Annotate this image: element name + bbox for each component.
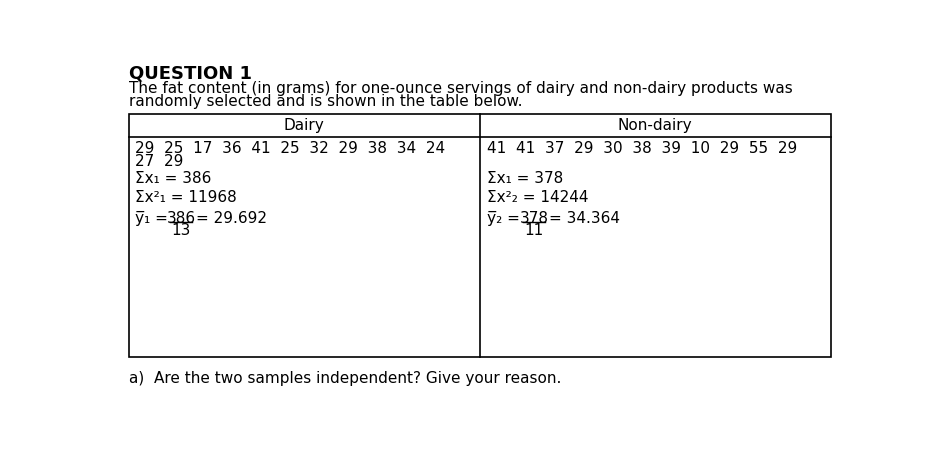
Text: Dairy: Dairy: [284, 118, 325, 133]
Text: Σx₁ = 386: Σx₁ = 386: [135, 171, 212, 186]
Text: = 34.364: = 34.364: [548, 211, 620, 226]
Text: QUESTION 1: QUESTION 1: [128, 64, 252, 82]
Text: 378: 378: [519, 211, 548, 226]
Text: 29  25  17  36  41  25  32  29  38  34  24: 29 25 17 36 41 25 32 29 38 34 24: [135, 141, 445, 156]
Text: 11: 11: [524, 223, 544, 238]
Text: Σx₁ = 378: Σx₁ = 378: [488, 171, 563, 186]
Text: 41  41  37  29  30  38  39  10  29  55  29: 41 41 37 29 30 38 39 10 29 55 29: [488, 141, 797, 156]
Text: = 29.692: = 29.692: [196, 211, 267, 226]
Text: 386: 386: [167, 211, 196, 226]
Text: 27  29: 27 29: [135, 154, 183, 169]
Text: a)  Are the two samples independent? Give your reason.: a) Are the two samples independent? Give…: [128, 371, 561, 386]
Text: 13: 13: [171, 223, 191, 238]
Text: Σx²₂ = 14244: Σx²₂ = 14244: [488, 190, 589, 205]
Text: ẏ̅₁ =: ẏ̅₁ =: [135, 211, 168, 226]
Text: ẏ̅₂ =: ẏ̅₂ =: [488, 211, 520, 226]
Text: The fat content (in grams) for one-ounce servings of dairy and non-dairy product: The fat content (in grams) for one-ounce…: [128, 81, 793, 96]
Bar: [128, 114, 831, 357]
Text: Σx²₁ = 11968: Σx²₁ = 11968: [135, 190, 237, 205]
Text: Non-dairy: Non-dairy: [618, 118, 693, 133]
Text: randomly selected and is shown in the table below.: randomly selected and is shown in the ta…: [128, 94, 522, 109]
